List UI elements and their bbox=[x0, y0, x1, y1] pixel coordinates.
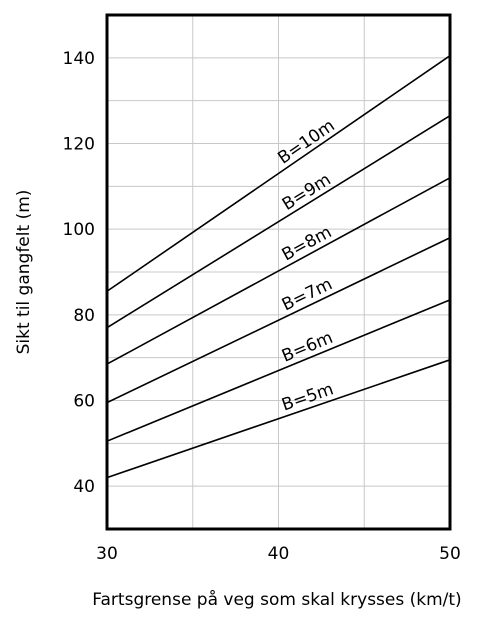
grid-lines bbox=[107, 15, 450, 529]
y-tick-label: 140 bbox=[63, 49, 95, 69]
plot-frame bbox=[105, 13, 452, 531]
y-tick-label: 80 bbox=[73, 306, 95, 326]
series-line bbox=[106, 359, 451, 479]
series-label: B=5m bbox=[279, 379, 336, 415]
x-tick-label: 30 bbox=[96, 544, 118, 564]
series-lines bbox=[106, 55, 451, 479]
y-tick-label: 100 bbox=[63, 220, 95, 240]
series-label: B=10m bbox=[274, 116, 338, 169]
x-axis-label: Fartsgrense på veg som skal krysses (km/… bbox=[92, 589, 461, 610]
y-tick-label: 40 bbox=[73, 477, 95, 497]
series-line bbox=[106, 299, 451, 442]
series-line bbox=[106, 114, 451, 329]
series-label: B=7m bbox=[279, 274, 336, 315]
y-tick-label: 120 bbox=[63, 135, 95, 155]
series-line bbox=[106, 237, 451, 404]
y-tick-labels: 40 60 80 100 120 140 bbox=[63, 49, 95, 497]
series-line bbox=[106, 55, 451, 292]
x-tick-labels: 30 40 50 bbox=[96, 544, 461, 564]
x-tick-label: 40 bbox=[268, 544, 290, 564]
series-line bbox=[106, 177, 451, 365]
x-tick-label: 50 bbox=[439, 544, 461, 564]
y-tick-label: 60 bbox=[73, 392, 95, 412]
y-axis-label: Sikt til gangfelt (m) bbox=[14, 190, 34, 355]
series-label: B=6m bbox=[279, 328, 336, 367]
